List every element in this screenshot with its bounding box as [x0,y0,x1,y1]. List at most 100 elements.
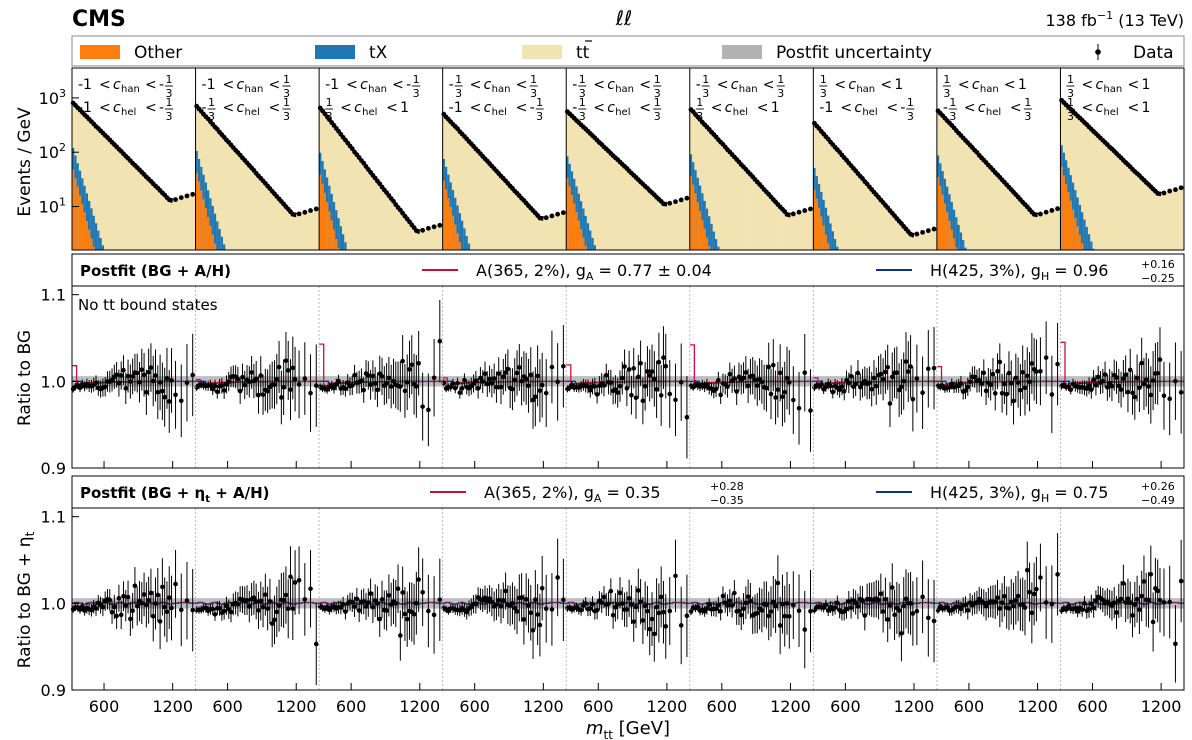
data-point [622,364,627,369]
data-point [775,580,781,586]
bot-title: Postfit (BG + ηt + A/H) [80,484,270,505]
data-point [517,365,522,370]
tt-bar [131,162,135,250]
other-bar [447,198,450,250]
tt-bar [870,189,874,250]
data-point [505,366,511,372]
data-point [340,601,346,607]
data-point [510,601,515,606]
data-point [368,591,373,596]
data-point [615,390,621,395]
tt-bar [726,149,730,250]
data-point [102,384,108,390]
tx-bar [591,237,595,250]
other-bar [573,203,576,250]
tt-bar [436,225,444,250]
data-point [130,608,135,614]
tt-bar [142,174,146,250]
data-point [673,199,678,205]
data-point [1118,596,1124,602]
data-point [391,198,396,204]
tt-bar [369,172,373,250]
tt-bar [497,173,501,250]
tt-bar [1106,144,1109,250]
data-point [464,609,469,615]
data-point [999,600,1005,605]
tt-bar [1005,184,1009,250]
fraction-numerator: 1 [1067,73,1074,86]
data-point [931,618,937,624]
data-point [349,146,355,152]
tt-bar [628,170,631,250]
minus-sign: - [530,100,535,116]
data-point [1038,575,1043,580]
other-bar [696,202,700,250]
data-point [125,373,131,379]
data-point [1093,598,1099,603]
data-point [221,388,227,393]
data-point [808,608,813,614]
data-point [732,590,737,596]
tt-bar [465,138,469,250]
tt-bar [872,192,876,250]
data-point [1123,372,1128,378]
tt-bar [854,170,858,250]
data-point [237,388,243,394]
other-bar [822,225,826,250]
data-point [908,601,913,606]
data-point [414,384,419,389]
tt-bar [1012,192,1016,250]
tx-bar [101,245,105,250]
fraction: 13 [578,73,587,100]
bin-condition: -1 < c hel < -13 [819,96,915,123]
data-point [519,378,524,384]
variable-c: c [237,77,245,93]
fraction-denominator: 3 [1024,110,1031,123]
data-point [887,603,893,608]
data-point [308,390,313,396]
data-point [1111,600,1117,606]
data-point [667,200,673,206]
bin-condition: -13< c hel <13 [943,96,1032,123]
tt-bar [126,158,130,250]
tt-bar [330,122,334,250]
minus-sign: - [159,77,164,93]
tt-bar [154,185,158,250]
tt-bar [710,131,714,250]
data-point [673,573,678,579]
other-bar [335,238,338,250]
data-point [292,580,298,585]
fraction-denominator: 3 [907,110,914,123]
data-point [219,383,225,388]
data-point [148,590,154,596]
data-point [157,619,163,624]
data-point [1043,600,1049,605]
tx-bar [88,200,91,250]
data-point [878,371,884,377]
data-point [539,382,545,388]
tt-bar [367,169,370,250]
data-point [221,608,227,614]
tt-bar [229,144,233,250]
data-point [308,586,313,592]
tt-bar [708,129,711,250]
data-point [1100,597,1106,603]
data-point [480,379,486,384]
data-point [1148,571,1154,577]
other-bar [939,185,942,250]
legend-data-marker [1095,49,1101,55]
tx-bar [712,231,716,250]
other-bar [692,184,695,250]
less-than: < [757,100,769,116]
data-point [1137,385,1142,391]
data-point [1173,378,1178,384]
data-point [853,600,858,605]
legend-label-tt: tt [576,43,590,63]
tt-bar [1003,182,1006,250]
data-point [983,388,989,394]
data-point [624,607,630,612]
fraction-denominator: 3 [702,87,709,100]
bin-label-1: -1 < c han < -13-1 < c hel < -13 [78,73,173,123]
